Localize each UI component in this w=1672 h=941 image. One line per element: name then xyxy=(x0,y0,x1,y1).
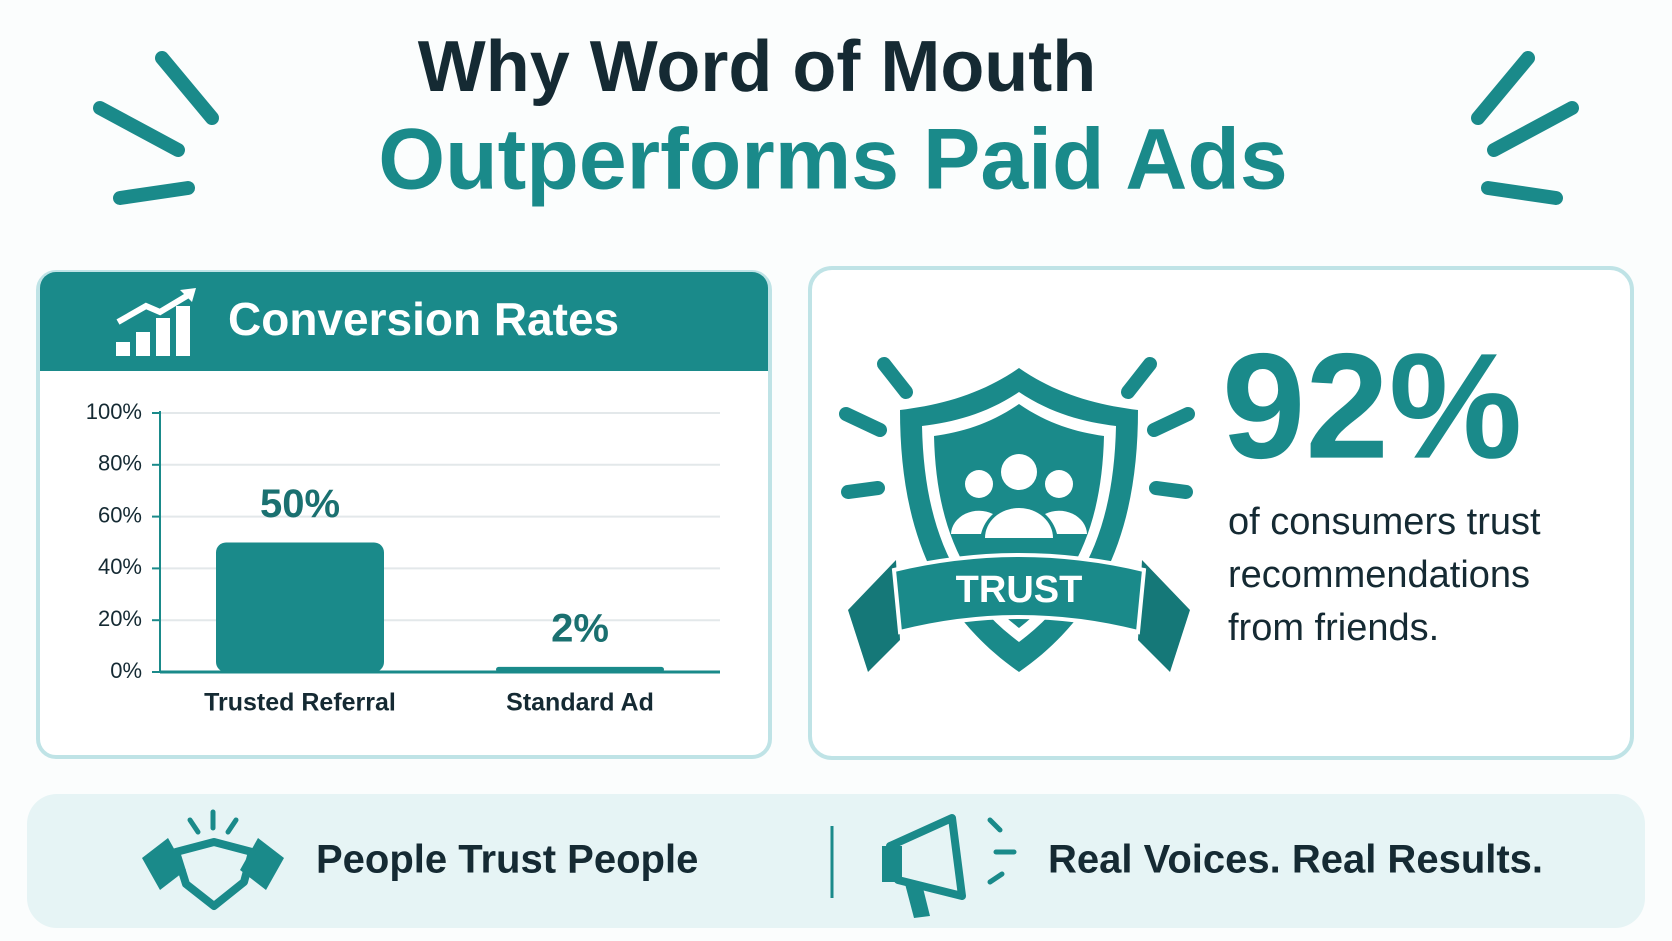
stat-text: recommendations xyxy=(1228,554,1530,596)
title-rays xyxy=(93,51,1579,205)
y-tick-label: 60% xyxy=(98,502,142,527)
y-tick-label: 100% xyxy=(86,399,142,424)
x-tick-label: Trusted Referral xyxy=(204,689,396,717)
y-tick-label: 20% xyxy=(98,606,142,631)
y-tick-label: 80% xyxy=(98,451,142,476)
badge-label: TRUST xyxy=(956,569,1083,611)
bar xyxy=(216,542,384,672)
title-line-2: Outperforms Paid Ads xyxy=(378,112,1288,208)
chart-icon xyxy=(116,288,196,356)
value-label: 50% xyxy=(260,482,340,526)
stat-figure: 92% xyxy=(1222,322,1522,490)
footer-left: People Trust People xyxy=(316,838,698,882)
x-tick-label: Standard Ad xyxy=(506,689,654,717)
value-label: 2% xyxy=(551,606,609,650)
megaphone-icon xyxy=(882,814,1017,918)
stat-text: of consumers trust xyxy=(1228,501,1541,543)
stat-text: from friends. xyxy=(1228,607,1439,649)
handshake-icon xyxy=(142,809,284,910)
footer-right: Real Voices. Real Results. xyxy=(1048,838,1543,882)
chart-header xyxy=(40,272,768,371)
trust-badge xyxy=(839,357,1195,672)
y-tick-label: 40% xyxy=(98,554,142,579)
footer-band xyxy=(27,794,1645,928)
y-tick-label: 0% xyxy=(110,658,142,683)
title-line-1: Why Word of Mouth xyxy=(418,27,1096,107)
chart-title: Conversion Rates xyxy=(228,293,619,345)
